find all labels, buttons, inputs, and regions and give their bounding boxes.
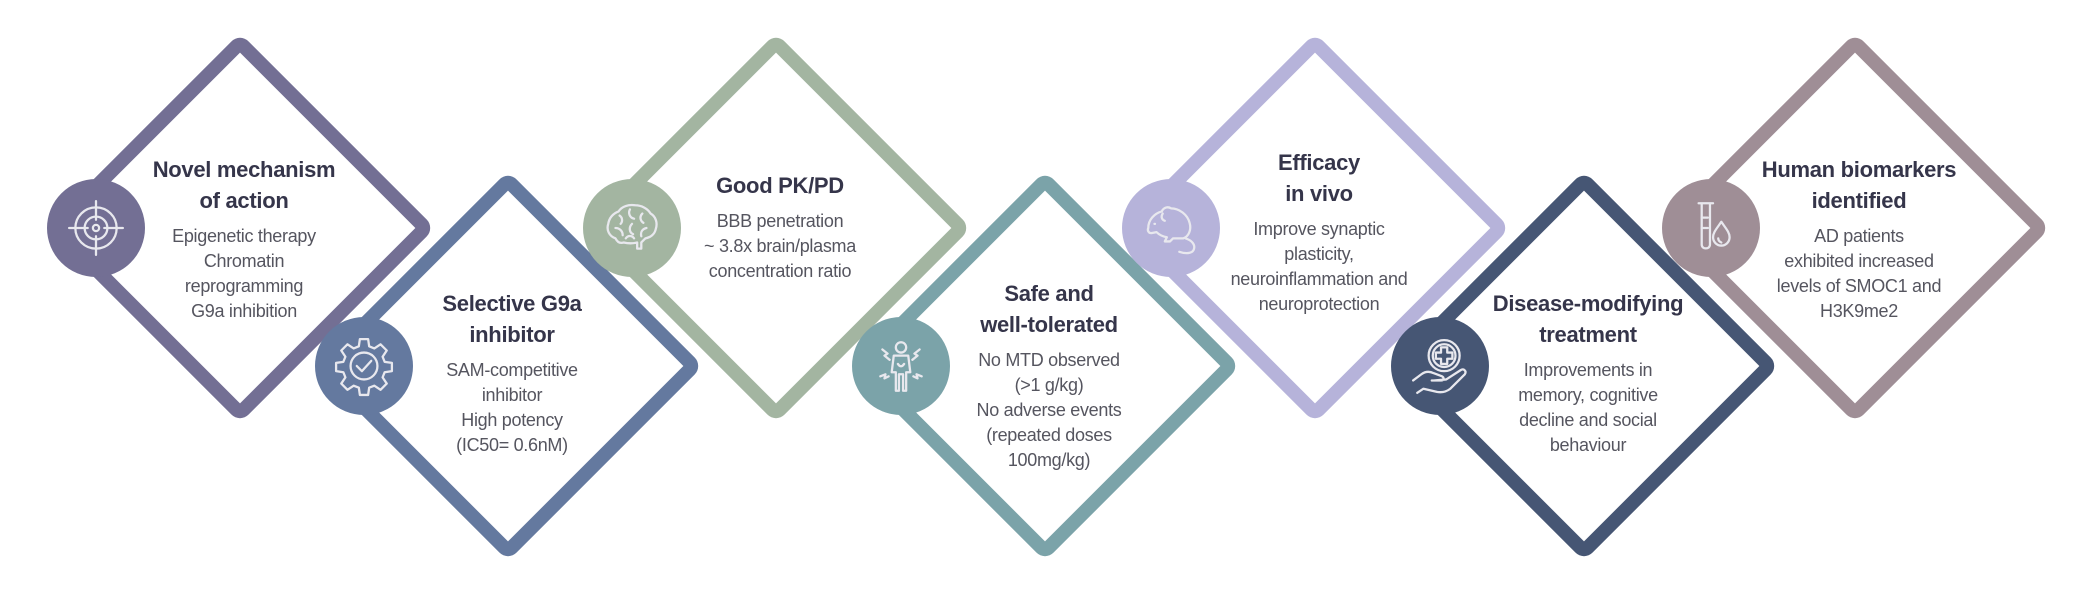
milestone-description: No MTD observed (>1 g/kg) No adverse event…	[929, 348, 1169, 473]
milestone-text: Selective G9a inhibitor SAM-competitive inh…	[392, 288, 632, 458]
description-line: BBB penetration	[716, 211, 844, 231]
person-shock-icon	[852, 317, 950, 415]
description-line: G9a inhibition	[191, 301, 297, 321]
description-line: decline and social	[1519, 410, 1657, 430]
mouse-icon	[1122, 179, 1220, 277]
title-line: treatment	[1539, 322, 1637, 347]
description-line: No MTD observed	[978, 350, 1120, 370]
title-line: Good PK/PD	[716, 173, 844, 198]
milestone-description: BBB penetration ~ 3.8x brain/plasma concen…	[660, 209, 900, 284]
description-line: reprogramming	[184, 276, 304, 296]
milestone-text: Safe and well-tolerated No MTD observed (>1…	[929, 278, 1169, 473]
gear-check-icon	[315, 317, 413, 415]
test-tube-drop-icon	[1662, 179, 1760, 277]
description-line: levels of SMOC1 and	[1776, 276, 1942, 296]
milestone-title: Efficacy in vivo	[1199, 147, 1439, 209]
milestone-text: Disease-modifying treatment Improvements i…	[1468, 288, 1708, 458]
description-line: neuroprotection	[1258, 294, 1380, 314]
description-line: 100mg/kg)	[1007, 450, 1091, 470]
description-line: High potency	[461, 410, 563, 430]
description-line: AD patients	[1814, 226, 1904, 246]
milestone-description: Improvements in memory, cognitive decline …	[1468, 358, 1708, 458]
milestone-description: AD patients exhibited increased levels of …	[1739, 224, 1979, 324]
milestone-title: Disease-modifying treatment	[1468, 288, 1708, 350]
description-line: neuroinflammation and	[1230, 269, 1408, 289]
milestone-text: Novel mechanism of action Epigenetic thera…	[124, 154, 364, 324]
title-line: identified	[1811, 188, 1907, 213]
title-line: Efficacy	[1278, 150, 1360, 175]
milestone-description: Improve synaptic plasticity, neuroinflamma…	[1199, 217, 1439, 317]
description-line: concentration ratio	[708, 261, 852, 281]
description-line: (repeated doses	[986, 425, 1112, 445]
title-line: in vivo	[1285, 181, 1353, 206]
milestone-title: Selective G9a inhibitor	[392, 288, 632, 350]
title-line: Safe and	[1004, 281, 1094, 306]
brain-icon	[583, 179, 681, 277]
description-line: inhibitor	[481, 385, 543, 405]
description-line: plasticity,	[1284, 244, 1354, 264]
description-line: Epigenetic therapy	[172, 226, 316, 246]
description-line: (IC50= 0.6nM)	[456, 435, 568, 455]
milestone-title: Human biomarkers identified	[1739, 154, 1979, 216]
hand-medical-icon	[1391, 317, 1489, 415]
description-line: SAM-competitive	[446, 360, 578, 380]
description-line: memory, cognitive	[1518, 385, 1658, 405]
title-line: Human biomarkers	[1761, 157, 1957, 182]
description-line: Improvements in	[1523, 360, 1653, 380]
description-line: (>1 g/kg)	[1014, 375, 1084, 395]
description-line: Chromatin	[203, 251, 285, 271]
milestone-text: Efficacy in vivo Improve synaptic plasticit…	[1199, 147, 1439, 317]
description-line: H3K9me2	[1820, 301, 1898, 321]
title-line: Novel mechanism	[152, 157, 336, 182]
description-line: exhibited increased	[1784, 251, 1934, 271]
milestone-title: Good PK/PD	[660, 170, 900, 201]
milestone-description: SAM-competitive inhibitor High potency (IC5…	[392, 358, 632, 458]
title-line: Disease-modifying	[1492, 291, 1684, 316]
milestone-title: Safe and well-tolerated	[929, 278, 1169, 340]
title-line: inhibitor	[469, 322, 555, 347]
description-line: Improve synaptic	[1253, 219, 1385, 239]
description-line: behaviour	[1549, 435, 1627, 455]
title-line: Selective G9a	[442, 291, 582, 316]
milestone-text: Good PK/PD BBB penetration ~ 3.8x brain/pl…	[660, 170, 900, 284]
milestone-title: Novel mechanism of action	[124, 154, 364, 216]
milestone-text: Human biomarkers identified AD patients exh…	[1739, 154, 1979, 324]
milestone-description: Epigenetic therapy Chromatin reprogramming…	[124, 224, 364, 324]
title-line: of action	[199, 188, 289, 213]
title-line: well-tolerated	[980, 312, 1118, 337]
description-line: No adverse events	[976, 400, 1122, 420]
description-line: ~ 3.8x brain/plasma	[704, 236, 856, 256]
target-icon	[47, 179, 145, 277]
